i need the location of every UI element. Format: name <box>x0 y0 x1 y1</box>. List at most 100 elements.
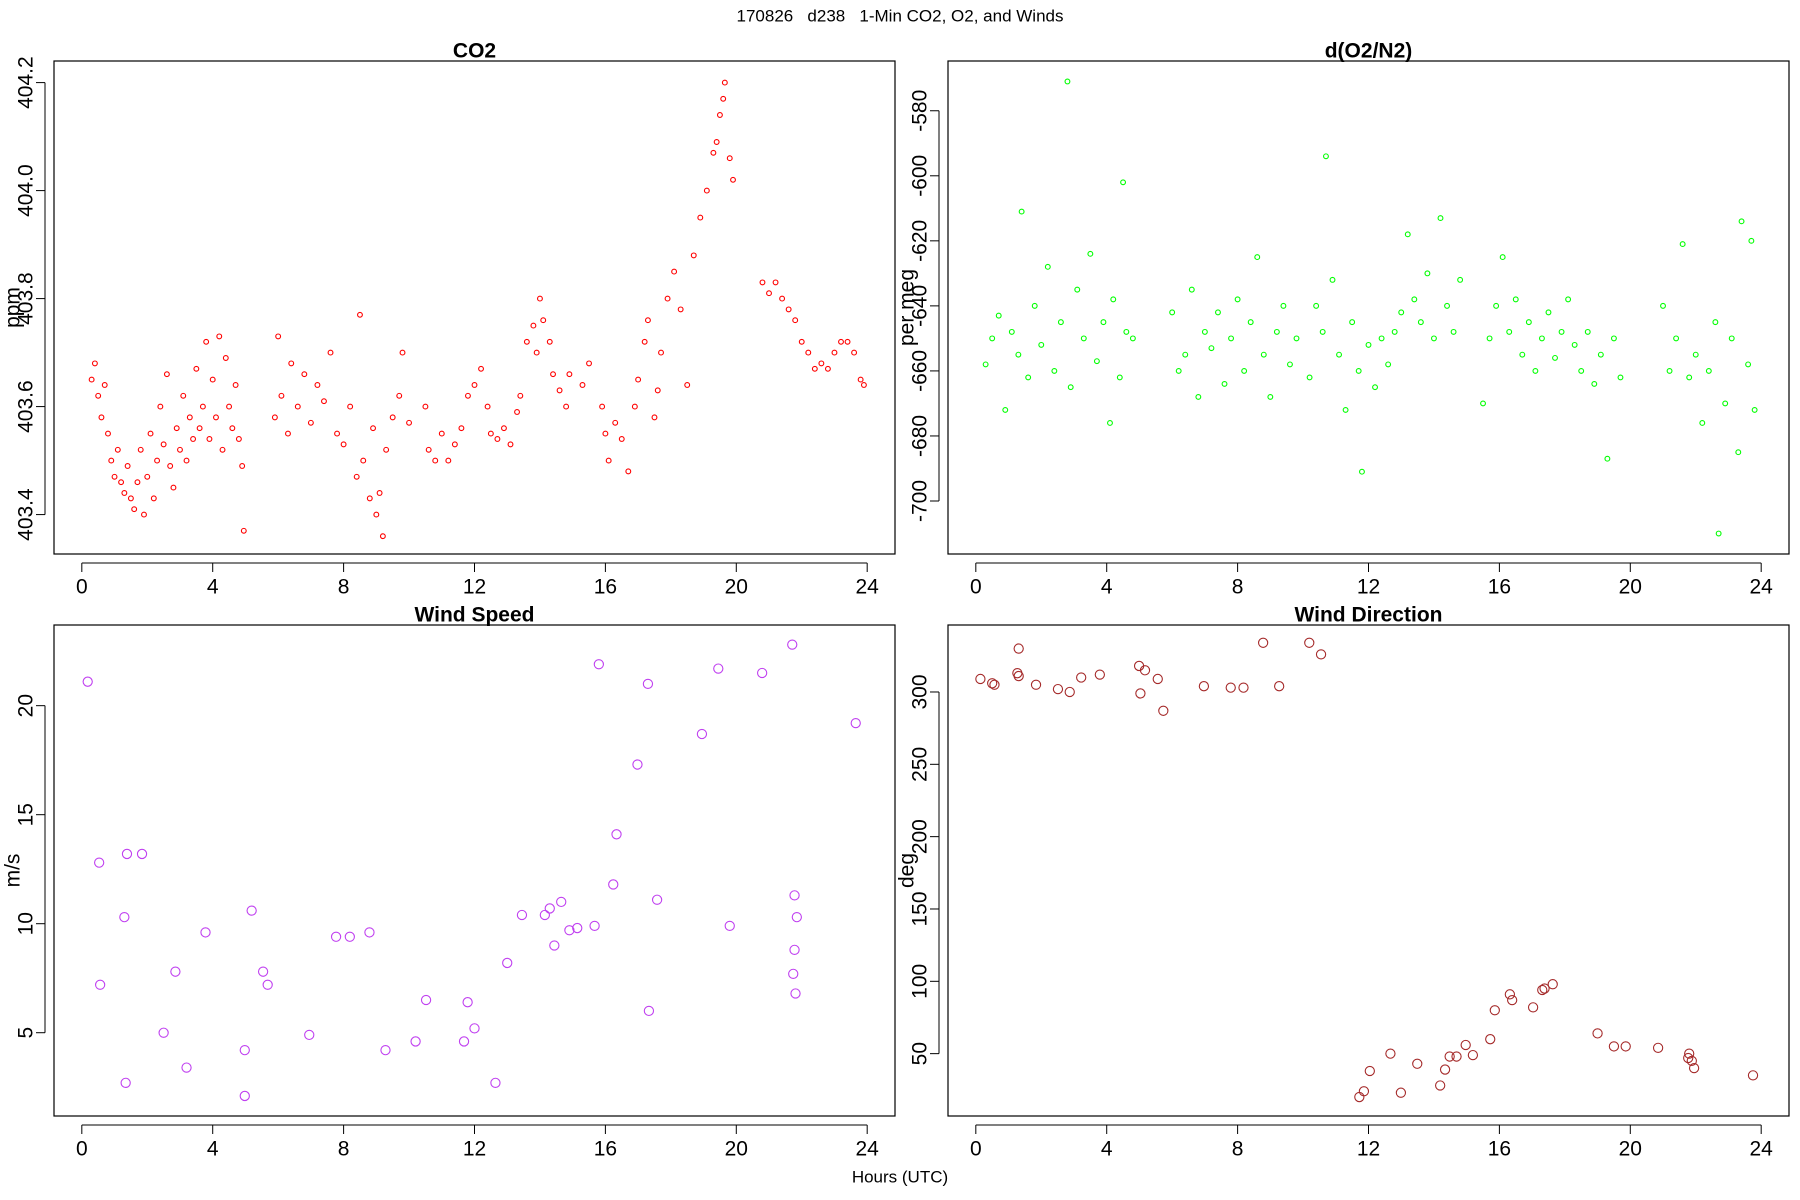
point <box>514 409 520 415</box>
point <box>1660 302 1666 309</box>
point <box>1152 673 1163 685</box>
point <box>641 338 648 345</box>
point <box>1519 351 1526 358</box>
y-tick-label: 150 <box>909 891 932 926</box>
point <box>539 909 551 921</box>
y-axis-label: m/s <box>2 854 25 888</box>
point <box>111 473 118 480</box>
y-axis-label: ppm <box>2 287 25 328</box>
point <box>347 403 354 410</box>
point <box>697 214 704 221</box>
x-tick-label: 8 <box>338 576 350 599</box>
point <box>1558 328 1565 335</box>
point <box>1002 406 1009 413</box>
point <box>301 371 308 378</box>
point <box>716 112 723 118</box>
x-tick-label: 4 <box>1101 576 1113 599</box>
x-tick-label: 4 <box>207 1138 219 1161</box>
y-tick-label: 403.8 <box>15 272 38 325</box>
point <box>118 479 125 486</box>
x-tick-label: 24 <box>856 1138 880 1161</box>
point <box>1238 682 1249 693</box>
point <box>1715 530 1722 537</box>
point <box>1412 1058 1423 1069</box>
point <box>1571 341 1578 348</box>
point <box>608 879 619 890</box>
point <box>1234 296 1241 303</box>
panel: CO2 ppm 0 4 8 12 16 20 24 403.4 403.6 403.8 404.0 404… <box>2 40 896 599</box>
point <box>1342 406 1349 413</box>
point <box>1093 358 1100 365</box>
point <box>989 679 1000 690</box>
point <box>1617 374 1624 381</box>
point <box>1608 1041 1620 1052</box>
y-axis-label: deg <box>896 853 919 888</box>
point <box>389 414 396 421</box>
panel: Wind Speed m/s 0 4 8 12 16 20 24 5 10 15 20 <box>2 604 896 1161</box>
point <box>1584 328 1591 335</box>
point <box>180 392 187 399</box>
point <box>91 360 98 367</box>
point <box>1499 254 1506 261</box>
point <box>1692 351 1699 358</box>
point <box>98 414 105 421</box>
x-tick-label: 16 <box>1488 576 1511 599</box>
point <box>644 317 651 324</box>
point <box>1565 296 1572 303</box>
y-tick-label: 20 <box>15 694 38 717</box>
point <box>721 79 728 86</box>
point <box>1504 989 1516 1000</box>
point <box>517 392 524 399</box>
point <box>995 312 1002 319</box>
point <box>157 403 164 410</box>
x-tick-label: 12 <box>1357 1138 1380 1161</box>
x-tick-label: 24 <box>1750 576 1774 599</box>
point <box>1538 335 1545 342</box>
point <box>271 414 278 421</box>
point <box>549 940 560 951</box>
point <box>88 376 95 383</box>
point <box>703 187 710 194</box>
y-tick-label: 200 <box>909 819 932 854</box>
point <box>330 931 342 942</box>
point <box>759 279 766 286</box>
point <box>818 360 825 367</box>
x-tick-label: 20 <box>725 576 748 599</box>
point <box>147 430 154 437</box>
point <box>1620 1041 1631 1052</box>
y-tick-label: -620 <box>909 220 932 262</box>
y-tick-label: 403.4 <box>15 488 38 541</box>
point <box>154 457 161 464</box>
point <box>334 430 341 437</box>
point <box>838 338 844 345</box>
point <box>860 382 867 388</box>
point <box>1417 319 1424 326</box>
point <box>200 927 211 938</box>
point <box>167 463 174 469</box>
x-tick-label: 20 <box>1619 1138 1642 1161</box>
point <box>1738 218 1745 225</box>
point <box>789 890 800 901</box>
point <box>141 511 147 518</box>
point <box>1013 670 1024 682</box>
point <box>1364 1065 1375 1077</box>
plot-frame <box>947 624 1790 1117</box>
point <box>989 335 996 342</box>
plot-frame <box>53 624 896 1117</box>
point <box>438 430 445 437</box>
point <box>1385 1048 1396 1059</box>
point <box>1537 984 1548 996</box>
point <box>1267 393 1274 400</box>
point <box>95 392 102 399</box>
point <box>1358 1086 1370 1097</box>
x-tick-label: 16 <box>594 576 617 599</box>
point <box>1304 637 1315 648</box>
point <box>1683 1052 1694 1064</box>
point <box>406 419 413 426</box>
point <box>579 382 586 388</box>
point <box>1319 328 1326 335</box>
point <box>612 419 619 426</box>
point <box>484 403 491 410</box>
point <box>789 944 800 956</box>
point <box>1329 276 1336 283</box>
